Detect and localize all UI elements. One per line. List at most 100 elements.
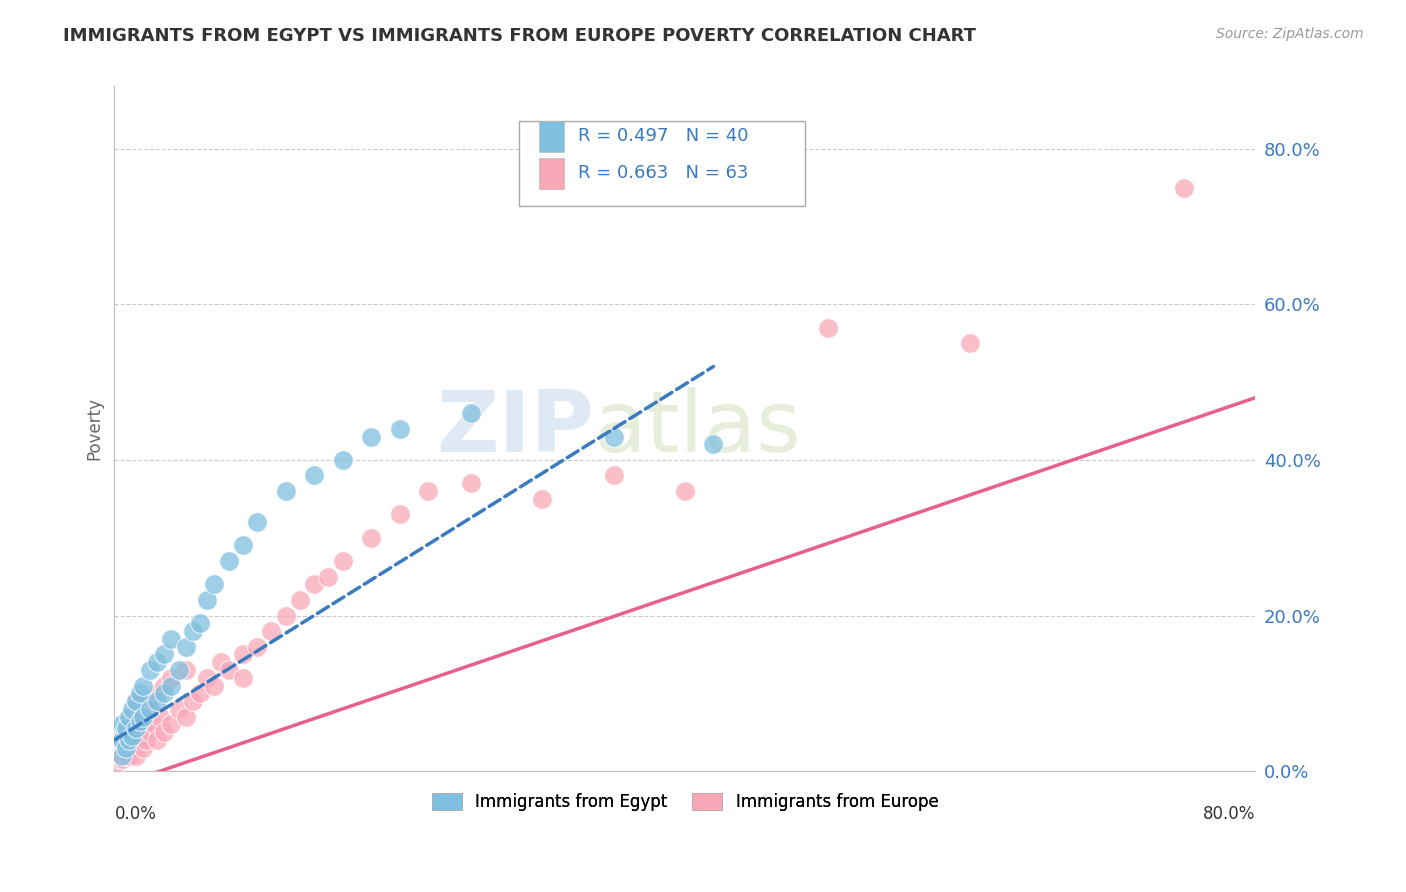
Point: [318, 569, 340, 583]
Point: [110, 717, 132, 731]
Point: [602, 468, 624, 483]
Point: [143, 717, 166, 731]
Point: [125, 694, 148, 708]
Point: [174, 663, 197, 677]
Point: [132, 709, 155, 723]
Text: 80.0%: 80.0%: [1204, 805, 1256, 823]
Point: [114, 740, 136, 755]
Point: [153, 679, 176, 693]
Point: [153, 648, 176, 662]
Point: [146, 686, 169, 700]
Point: [260, 624, 283, 638]
Point: [167, 702, 190, 716]
Point: [139, 702, 162, 716]
Text: 0.0%: 0.0%: [114, 805, 156, 823]
Point: [118, 733, 141, 747]
Point: [274, 608, 297, 623]
Point: [1173, 180, 1195, 194]
Point: [118, 748, 141, 763]
Point: [232, 671, 254, 685]
Point: [959, 336, 981, 351]
Point: [107, 748, 129, 763]
Text: IMMIGRANTS FROM EGYPT VS IMMIGRANTS FROM EUROPE POVERTY CORRELATION CHART: IMMIGRANTS FROM EGYPT VS IMMIGRANTS FROM…: [63, 27, 976, 45]
Point: [181, 694, 204, 708]
Point: [108, 752, 131, 766]
Point: [139, 694, 162, 708]
Point: [460, 406, 482, 420]
Point: [418, 483, 440, 498]
Point: [195, 593, 218, 607]
Point: [153, 725, 176, 739]
Point: [132, 709, 155, 723]
Point: [135, 702, 157, 716]
Point: [110, 733, 132, 747]
Point: [110, 748, 132, 763]
Point: [114, 748, 136, 763]
Point: [174, 640, 197, 654]
Point: [302, 468, 325, 483]
Point: [114, 725, 136, 739]
Point: [181, 624, 204, 638]
Point: [702, 437, 724, 451]
Point: [302, 577, 325, 591]
Point: [332, 453, 354, 467]
Point: [132, 679, 155, 693]
Text: R = 0.663   N = 63: R = 0.663 N = 63: [578, 164, 748, 182]
Point: [114, 722, 136, 736]
Point: [146, 694, 169, 708]
Text: Source: ZipAtlas.com: Source: ZipAtlas.com: [1216, 27, 1364, 41]
Point: [160, 679, 183, 693]
Point: [167, 663, 190, 677]
Text: atlas: atlas: [593, 387, 801, 470]
Point: [117, 745, 139, 759]
Point: [388, 422, 411, 436]
Point: [146, 655, 169, 669]
Point: [128, 733, 150, 747]
Point: [274, 483, 297, 498]
Text: R = 0.497   N = 40: R = 0.497 N = 40: [578, 128, 748, 145]
FancyBboxPatch shape: [519, 120, 804, 206]
Point: [129, 686, 152, 700]
Point: [139, 663, 162, 677]
Point: [125, 694, 148, 708]
Point: [111, 752, 134, 766]
Point: [332, 554, 354, 568]
Point: [160, 717, 183, 731]
Point: [160, 632, 183, 646]
Point: [232, 539, 254, 553]
Point: [125, 748, 148, 763]
Point: [135, 733, 157, 747]
Point: [673, 483, 696, 498]
Point: [246, 515, 269, 529]
Point: [118, 733, 141, 747]
Point: [122, 733, 145, 747]
Point: [121, 717, 143, 731]
Point: [121, 740, 143, 755]
Point: [202, 679, 225, 693]
Point: [218, 663, 240, 677]
Legend: Immigrants from Egypt, Immigrants from Europe: Immigrants from Egypt, Immigrants from E…: [425, 786, 945, 818]
Point: [188, 616, 211, 631]
Point: [118, 709, 141, 723]
Point: [146, 733, 169, 747]
Point: [531, 491, 554, 506]
Point: [132, 740, 155, 755]
FancyBboxPatch shape: [538, 120, 564, 152]
Point: [218, 554, 240, 568]
Point: [125, 725, 148, 739]
Point: [202, 577, 225, 591]
Point: [125, 722, 148, 736]
Text: ZIP: ZIP: [436, 387, 593, 470]
Point: [129, 714, 152, 728]
Point: [174, 709, 197, 723]
Point: [460, 476, 482, 491]
Point: [388, 508, 411, 522]
Point: [246, 640, 269, 654]
Point: [121, 702, 143, 716]
Point: [129, 717, 152, 731]
Point: [188, 686, 211, 700]
Point: [360, 531, 382, 545]
Point: [121, 729, 143, 743]
Point: [602, 429, 624, 443]
Point: [110, 745, 132, 759]
